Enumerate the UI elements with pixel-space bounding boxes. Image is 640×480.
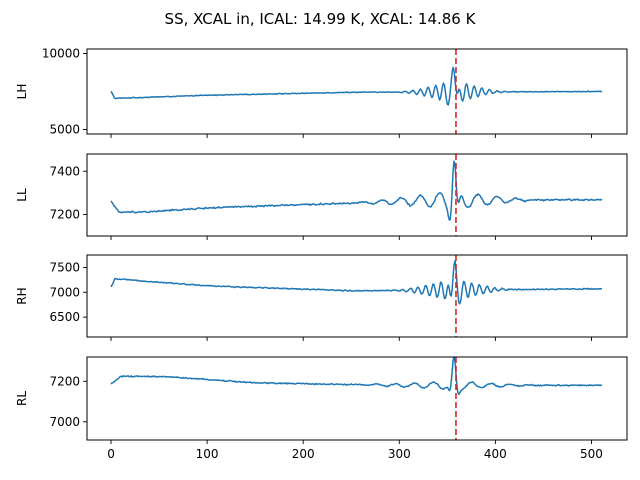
x-tick-label: 100	[196, 447, 219, 461]
y-tick-label: 7200	[49, 374, 80, 388]
subplot-panels: 500010000LH72007400LL650070007500RH70007…	[15, 47, 628, 461]
y-tick-label: 6500	[49, 310, 80, 324]
y-axis-label: RL	[15, 391, 29, 406]
axes-frame	[86, 254, 628, 338]
series-line-rh	[110, 259, 603, 305]
y-tick-label: 10000	[42, 47, 80, 61]
y-axis-label: RH	[15, 287, 29, 304]
y-tick-label: 7000	[49, 415, 80, 429]
axes-frame	[86, 153, 628, 237]
y-tick-label: 7200	[49, 207, 80, 221]
subplot-rh: 6500 7000 7500 RH	[15, 254, 628, 341]
y-axis-label: LL	[15, 188, 29, 202]
series-line-lh	[110, 66, 603, 106]
axes-frame	[86, 356, 628, 441]
subplot-ll: 7200 7400 LL	[15, 153, 628, 240]
x-tick-label: 300	[388, 447, 411, 461]
x-tick-label: 0	[107, 447, 115, 461]
series-line-rl	[110, 357, 603, 396]
y-axis-label: LH	[15, 84, 29, 100]
y-tick-label: 5000	[49, 122, 80, 136]
subplot-rl: 7000 7200 RL 0 100 200 300 400 500	[15, 356, 628, 461]
y-tick-label: 7500	[49, 260, 80, 274]
subplot-lh: 5000 10000 LH	[15, 47, 628, 138]
x-tick-label: 200	[292, 447, 315, 461]
axes-frame	[86, 48, 628, 135]
series-line-ll	[110, 160, 603, 221]
y-tick-label: 7000	[49, 285, 80, 299]
y-tick-label: 7400	[49, 164, 80, 178]
figure-title: SS, XCAL in, ICAL: 14.99 K, XCAL: 14.86 …	[165, 10, 477, 28]
x-tick-label: 400	[484, 447, 507, 461]
x-tick-label: 500	[580, 447, 603, 461]
